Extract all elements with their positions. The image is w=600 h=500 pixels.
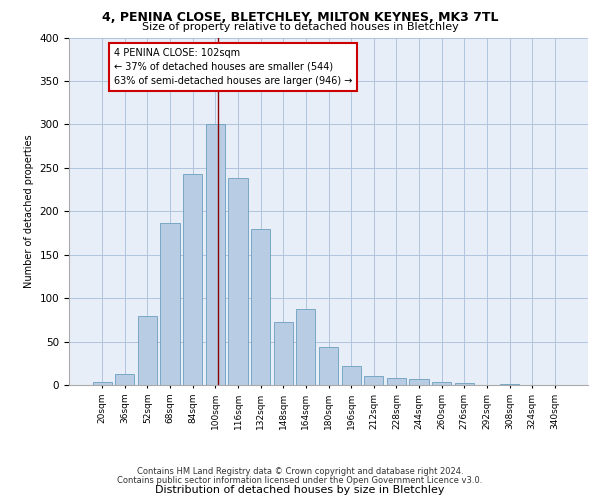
Text: 4, PENINA CLOSE, BLETCHLEY, MILTON KEYNES, MK3 7TL: 4, PENINA CLOSE, BLETCHLEY, MILTON KEYNE… bbox=[102, 11, 498, 24]
Bar bbox=[341, 366, 361, 385]
Bar bbox=[296, 310, 316, 385]
Bar bbox=[138, 316, 157, 385]
Bar bbox=[500, 384, 519, 385]
Text: Distribution of detached houses by size in Bletchley: Distribution of detached houses by size … bbox=[155, 485, 445, 495]
Text: Contains HM Land Registry data © Crown copyright and database right 2024.: Contains HM Land Registry data © Crown c… bbox=[137, 467, 463, 476]
Bar bbox=[92, 382, 112, 385]
Text: 4 PENINA CLOSE: 102sqm
← 37% of detached houses are smaller (544)
63% of semi-de: 4 PENINA CLOSE: 102sqm ← 37% of detached… bbox=[113, 48, 352, 86]
Bar bbox=[160, 224, 180, 385]
Bar bbox=[364, 376, 383, 385]
Bar bbox=[409, 379, 428, 385]
Bar bbox=[115, 374, 134, 385]
Bar bbox=[183, 174, 202, 385]
Text: Size of property relative to detached houses in Bletchley: Size of property relative to detached ho… bbox=[142, 22, 458, 32]
Y-axis label: Number of detached properties: Number of detached properties bbox=[24, 134, 34, 288]
Bar bbox=[251, 228, 270, 385]
Bar bbox=[274, 322, 293, 385]
Bar bbox=[432, 382, 451, 385]
Bar bbox=[319, 347, 338, 385]
Bar bbox=[229, 178, 248, 385]
Bar bbox=[387, 378, 406, 385]
Bar bbox=[206, 124, 225, 385]
Text: Contains public sector information licensed under the Open Government Licence v3: Contains public sector information licen… bbox=[118, 476, 482, 485]
Bar bbox=[455, 384, 474, 385]
